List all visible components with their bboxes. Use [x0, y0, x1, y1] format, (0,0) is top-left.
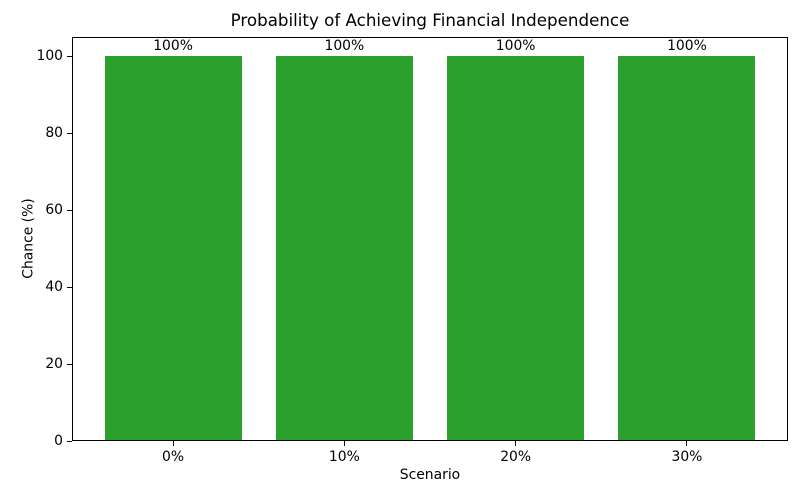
x-tick-mark	[515, 441, 517, 446]
y-tick-label: 100	[36, 48, 63, 65]
y-tick-label: 80	[45, 125, 63, 142]
x-tick-mark	[343, 441, 345, 446]
chart-title: Probability of Achieving Financial Indep…	[230, 10, 630, 30]
y-tick-mark	[67, 209, 72, 211]
y-tick-mark	[67, 440, 72, 442]
y-tick-mark	[67, 55, 72, 57]
x-tick-label: 30%	[671, 449, 703, 465]
y-tick-mark	[67, 132, 72, 134]
x-axis-label: Scenario	[399, 467, 461, 483]
x-tick-label: 10%	[328, 449, 360, 465]
bar-value-label: 100%	[667, 38, 707, 55]
y-tick-label: 20	[45, 356, 63, 373]
bar-value-label: 100%	[495, 38, 536, 55]
bar-value-label: 100%	[324, 38, 365, 55]
bar	[104, 56, 242, 441]
x-tick-label: 20%	[500, 449, 532, 465]
bar	[618, 56, 756, 441]
y-tick-mark	[67, 363, 72, 365]
y-tick-label: 40	[45, 279, 63, 296]
bar	[447, 56, 585, 441]
bar-value-label: 100%	[153, 38, 193, 55]
y-tick-mark	[67, 286, 72, 288]
x-tick-label: 0%	[162, 449, 185, 465]
y-tick-label: 0	[54, 433, 63, 449]
x-tick-mark	[172, 441, 174, 446]
x-tick-mark	[686, 441, 688, 446]
bar	[275, 56, 413, 441]
y-tick-label: 60	[45, 202, 63, 219]
